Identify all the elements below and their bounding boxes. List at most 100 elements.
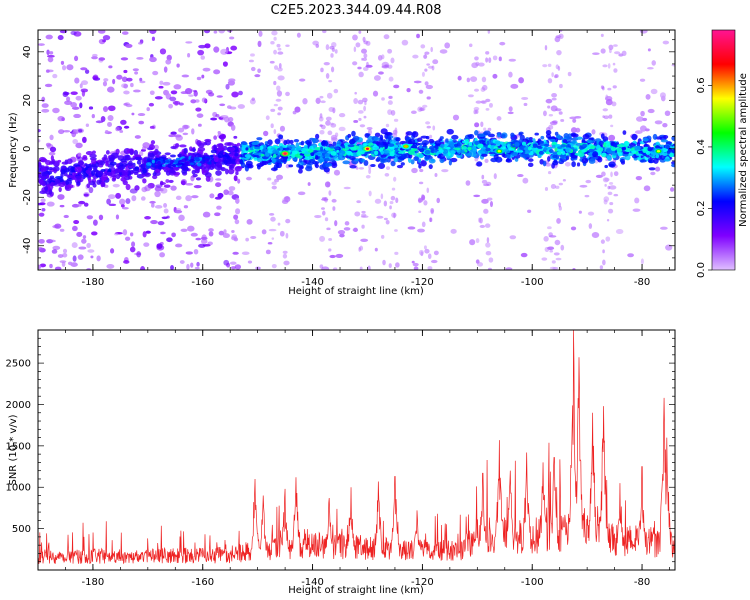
heat-blob: [41, 108, 50, 113]
heat-blob: [259, 160, 265, 167]
heat-blob: [152, 174, 158, 180]
heat-blob: [387, 143, 395, 147]
heat-blob: [137, 112, 146, 117]
heat-blob: [265, 249, 271, 255]
heat-blob: [210, 149, 217, 154]
heat-blob: [382, 259, 386, 266]
heat-blob: [640, 110, 645, 117]
heat-blob: [256, 157, 263, 163]
heat-blob: [289, 139, 294, 145]
heat-blob: [328, 237, 333, 242]
heat-blob: [130, 82, 134, 88]
heat-blob: [384, 144, 388, 149]
heat-blob: [548, 149, 554, 154]
heat-blob: [419, 168, 424, 173]
heat-blob: [653, 157, 659, 164]
heat-blob: [271, 158, 276, 164]
heat-blob: [395, 137, 401, 142]
heat-blob: [663, 158, 671, 162]
heat-blob: [283, 152, 287, 155]
heat-blob: [101, 176, 107, 181]
heat-blob: [296, 163, 301, 168]
heat-blob: [70, 166, 77, 173]
spectrogram-y-axis: -40 -20 0 20 40: [22, 39, 675, 259]
heat-blob: [210, 159, 215, 166]
heat-blob: [408, 150, 416, 155]
heat-blob: [334, 49, 338, 54]
heat-blob: [430, 259, 438, 264]
heat-blob: [102, 39, 107, 43]
heat-blob: [120, 57, 129, 61]
heat-blob: [52, 107, 60, 114]
heat-blob: [671, 163, 675, 168]
heat-blob: [213, 69, 221, 75]
heat-blob: [352, 61, 358, 66]
heat-blob: [431, 65, 435, 71]
heat-blob: [161, 164, 166, 167]
colorbar-label: Normalized spectral amplitude: [738, 73, 749, 227]
heat-blob: [204, 30, 211, 34]
heat-blob: [325, 116, 332, 121]
heat-blob: [362, 66, 369, 71]
heat-blob: [380, 150, 384, 155]
heat-blob: [615, 229, 624, 235]
heat-blob: [586, 139, 594, 143]
heat-blob: [508, 106, 513, 112]
heat-blob: [227, 190, 234, 196]
heat-blob: [621, 146, 627, 151]
heat-blob: [554, 75, 558, 79]
heat-blob: [83, 193, 89, 197]
heat-blob: [321, 207, 325, 210]
heat-blob: [49, 146, 57, 153]
heat-blob: [162, 81, 171, 86]
heat-blob: [136, 251, 142, 258]
heat-blob: [210, 154, 214, 158]
heat-blob: [664, 110, 671, 117]
heat-blob: [544, 44, 548, 51]
heat-blob: [418, 145, 423, 149]
heat-blob: [620, 158, 625, 164]
heat-blob: [92, 219, 98, 226]
heat-blob: [461, 140, 469, 144]
heat-blob: [481, 198, 489, 204]
heat-blob: [320, 124, 326, 130]
heat-blob: [360, 238, 369, 243]
heat-blob: [227, 168, 235, 175]
heat-blob: [361, 213, 367, 218]
heat-blob: [146, 158, 151, 163]
heat-blob: [430, 46, 433, 53]
heat-blob: [366, 126, 373, 130]
heat-blob: [59, 204, 65, 208]
heat-blob: [367, 265, 371, 270]
heat-blob: [640, 159, 647, 163]
heat-blob: [424, 81, 429, 86]
heat-blob: [257, 40, 262, 48]
heat-blob: [648, 167, 656, 171]
heat-blob: [520, 252, 528, 258]
heat-blob: [483, 127, 487, 131]
colorbar-ticks: 0.0 0.2 0.4 0.6: [696, 77, 712, 278]
snr-x-label: Height of straight line (km): [288, 585, 424, 596]
heat-blob: [107, 121, 112, 128]
heat-blob: [271, 30, 278, 36]
heat-blob: [602, 64, 608, 68]
heat-blob: [522, 149, 526, 154]
heat-blob: [75, 175, 82, 180]
heat-blob: [545, 130, 552, 136]
heat-blob: [97, 30, 106, 34]
heat-blob: [61, 117, 65, 122]
heat-blob: [467, 146, 472, 151]
heat-blob: [92, 53, 98, 58]
heat-blob: [352, 152, 357, 157]
heat-blob: [196, 76, 202, 81]
heat-blob: [161, 216, 168, 220]
heat-blob: [665, 141, 673, 145]
heat-blob: [390, 57, 395, 64]
heat-blob: [48, 151, 56, 156]
heat-blob: [473, 194, 481, 198]
heat-blob: [179, 260, 185, 264]
heat-blob: [86, 242, 91, 249]
heat-blob: [508, 58, 517, 62]
heat-blob: [238, 90, 243, 96]
heat-blob: [400, 162, 405, 166]
